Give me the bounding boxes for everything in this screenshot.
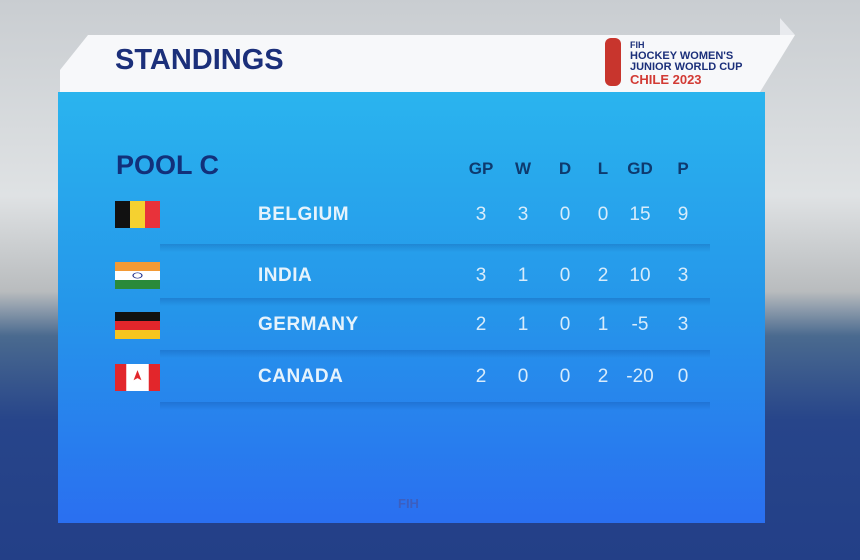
stat-cell: 3 [517,204,529,225]
stat-cell: 1 [517,314,529,335]
stat-cell: 2 [597,366,609,387]
logo-line: JUNIOR WORLD CUP [630,61,743,73]
team-name: GERMANY [258,314,359,335]
stat-cell: 1 [517,265,529,286]
header-title: STANDINGS [115,44,284,76]
row-separator [160,402,710,410]
flag-canada [115,364,160,391]
stat-cell: 2 [475,314,487,335]
stat-cell: 0 [517,366,529,387]
stat-cell: 0 [559,204,571,225]
logo-line: CHILE 2023 [630,72,702,87]
logo-trophy [605,38,621,86]
column-header: W [514,159,532,178]
pool-title: POOL C [116,150,220,180]
stat-cell: 2 [597,265,609,286]
logo-org: FIH [630,40,645,50]
stat-cell: 0 [677,366,689,387]
standings-panel [58,92,765,523]
stat-cell: 9 [677,204,689,225]
flag-belgium [115,201,160,228]
row-separator [160,350,710,358]
column-header: D [558,159,572,178]
team-name: CANADA [258,366,344,387]
row-separator [160,298,710,306]
stat-cell: 3 [475,204,487,225]
banner-corner [780,18,795,35]
column-header: P [677,159,689,178]
column-header: L [597,159,609,178]
column-header: GP [468,159,494,178]
stat-cell: -20 [626,366,654,387]
stat-cell: 10 [629,265,651,286]
stat-cell: 0 [559,366,571,387]
stat-cell: 1 [597,314,609,335]
stat-cell: 3 [475,265,487,286]
flag-germany [115,312,160,339]
logo-line: HOCKEY WOMEN'S [630,50,734,62]
stat-cell: 0 [559,314,571,335]
stat-cell: 3 [677,314,689,335]
stat-cell: 15 [629,204,651,225]
footer-logo: FIH [398,496,419,511]
column-header: GD [627,159,653,178]
stat-cell: 2 [475,366,487,387]
stat-cell: 0 [597,204,609,225]
flag-india [115,262,160,289]
row-separator [160,244,710,252]
stat-cell: -5 [631,314,649,335]
stat-cell: 0 [559,265,571,286]
team-name: INDIA [258,265,313,286]
team-name: BELGIUM [258,204,350,225]
stat-cell: 3 [677,265,689,286]
